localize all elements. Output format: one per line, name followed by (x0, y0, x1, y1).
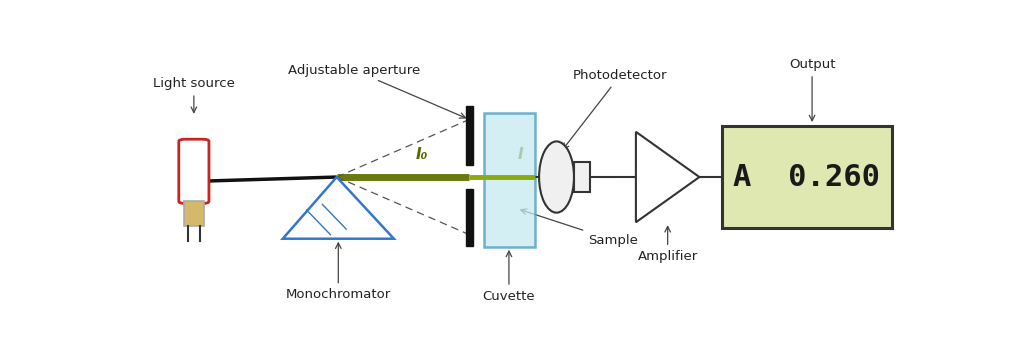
Text: Monochromator: Monochromator (286, 243, 391, 302)
Bar (483, 112, 536, 247)
Ellipse shape (539, 141, 574, 213)
Text: Adjustable aperture: Adjustable aperture (288, 64, 466, 118)
Text: Cuvette: Cuvette (482, 251, 536, 303)
Bar (574, 162, 590, 192)
Text: I₀: I₀ (416, 147, 428, 162)
Bar (722, 126, 892, 228)
Bar (466, 106, 473, 165)
Text: Light source: Light source (153, 77, 234, 112)
Polygon shape (283, 177, 394, 239)
Bar (466, 189, 473, 246)
Text: Sample: Sample (521, 209, 638, 247)
Text: I: I (518, 147, 523, 162)
Bar (183, 201, 204, 226)
FancyBboxPatch shape (179, 139, 209, 204)
Text: Amplifier: Amplifier (638, 226, 697, 263)
Polygon shape (636, 132, 699, 222)
Text: Photodetector: Photodetector (563, 69, 668, 149)
Text: A  0.260: A 0.260 (733, 163, 880, 192)
Text: Output: Output (788, 58, 836, 121)
